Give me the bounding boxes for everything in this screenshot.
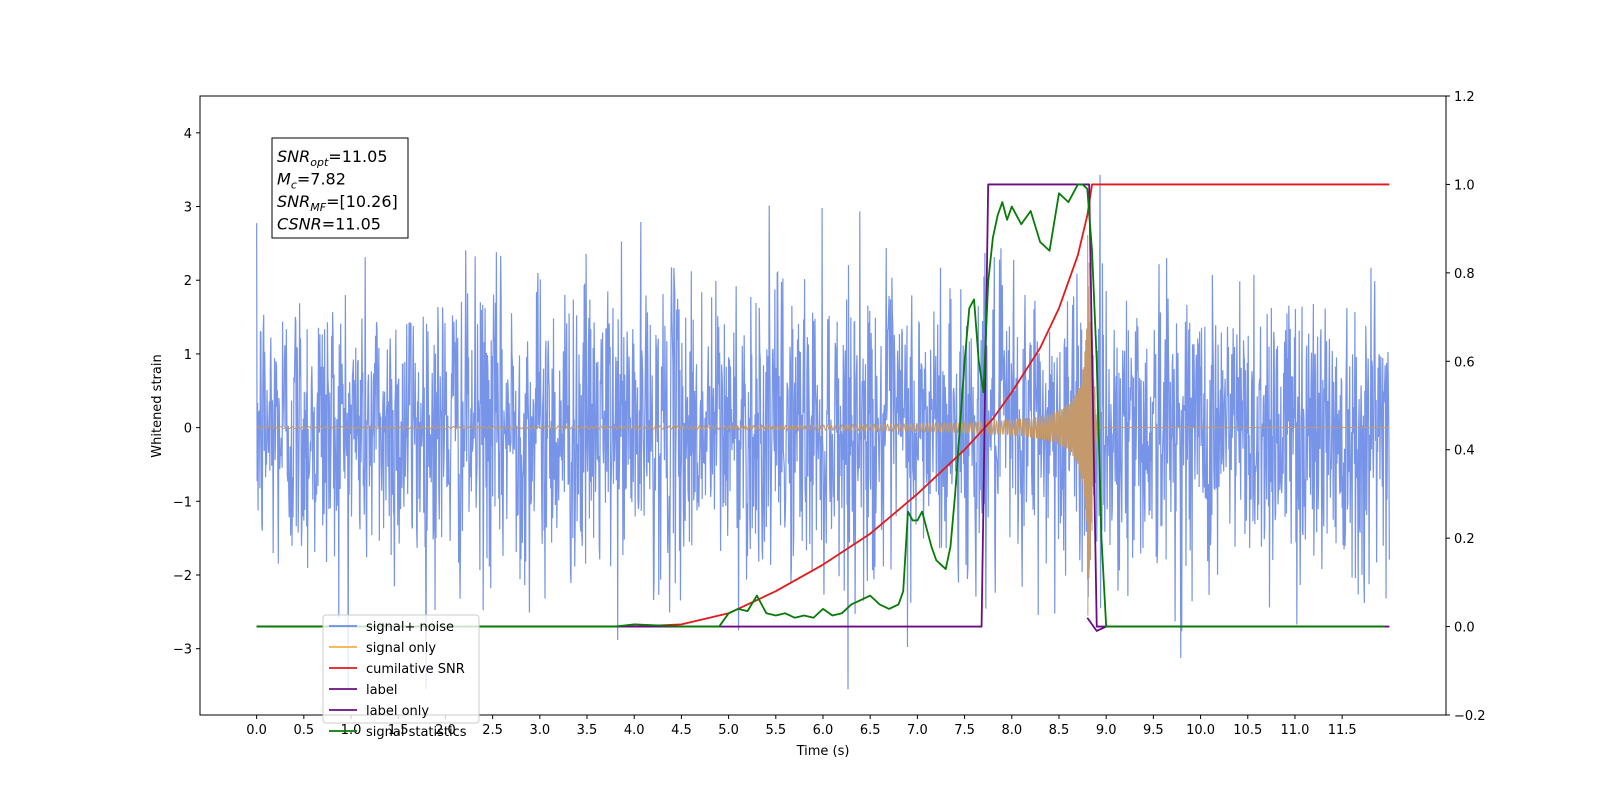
y-tick-label: 1 [184, 348, 192, 363]
x-tick-label: 3.0 [529, 723, 550, 738]
x-tick-label: 6.0 [813, 723, 834, 738]
y2-tick-label: 0.2 [1454, 532, 1475, 547]
series-signal-noise [257, 175, 1390, 689]
y-tick-label: −2 [173, 569, 192, 584]
legend-label: signal statistics [366, 725, 467, 740]
x-tick-label: 7.0 [907, 723, 928, 738]
legend-label: signal+ noise [366, 620, 454, 635]
x-axis-label: Time (s) [796, 744, 850, 759]
y2-tick-label: 0.4 [1454, 444, 1475, 459]
annotation-line: Mc=7.82 [277, 170, 346, 192]
legend-label: label [366, 683, 397, 698]
y-tick-label: 3 [184, 201, 192, 216]
legend-label: label only [366, 704, 429, 719]
y2-tick-label: 1.0 [1454, 178, 1475, 193]
y-axis-label: Whitened strain [150, 354, 165, 457]
x-tick-label: 0.0 [246, 723, 267, 738]
y2-tick-label: 1.2 [1454, 90, 1475, 105]
legend: signal+ noise signal only cumilative SNR la… [323, 615, 479, 740]
x-tick-label: 8.5 [1049, 723, 1070, 738]
y-tick-label: 4 [184, 127, 192, 142]
y-tick-label: −1 [173, 495, 192, 510]
y-axis-left: −3 −2 −1 0 1 2 3 4 [173, 127, 200, 658]
y-tick-label: 2 [184, 274, 192, 289]
annotation-line: SNRopt=11.05 [277, 147, 388, 169]
x-tick-label: 2.5 [482, 723, 503, 738]
x-tick-label: 4.0 [624, 723, 645, 738]
y2-tick-label: 0.8 [1454, 267, 1475, 282]
y-tick-label: −3 [173, 643, 192, 658]
x-tick-label: 11.0 [1280, 723, 1309, 738]
x-tick-label: 10.5 [1233, 723, 1262, 738]
annotation-line: SNRMF=[10.26] [277, 192, 398, 214]
y2-tick-label: 0.6 [1454, 355, 1475, 370]
x-tick-label: 5.0 [718, 723, 739, 738]
x-tick-label: 8.0 [1001, 723, 1022, 738]
x-tick-label: 9.0 [1096, 723, 1117, 738]
x-tick-label: 3.5 [577, 723, 598, 738]
x-tick-label: 0.5 [293, 723, 314, 738]
x-tick-label: 10.0 [1186, 723, 1215, 738]
y-axis-right: −0.2 0.0 0.2 0.4 0.6 0.8 1.0 1.2 [1446, 90, 1486, 724]
y-tick-label: 0 [184, 422, 192, 437]
series-layer [257, 175, 1390, 689]
annotation-line: CSNR=11.05 [277, 215, 381, 234]
x-tick-label: 5.5 [765, 723, 786, 738]
x-tick-label: 11.5 [1328, 723, 1357, 738]
x-tick-label: 9.5 [1143, 723, 1164, 738]
x-tick-label: 4.5 [671, 723, 692, 738]
x-tick-label: 6.5 [860, 723, 881, 738]
x-tick-label: 7.5 [954, 723, 975, 738]
legend-label: signal only [366, 641, 436, 656]
stats-annotation-box: SNRopt=11.05Mc=7.82SNRMF=[10.26]CSNR=11.… [272, 138, 408, 238]
legend-label: cumilative SNR [366, 662, 465, 677]
y2-tick-label: 0.0 [1454, 621, 1475, 636]
y2-tick-label: −0.2 [1454, 709, 1486, 724]
